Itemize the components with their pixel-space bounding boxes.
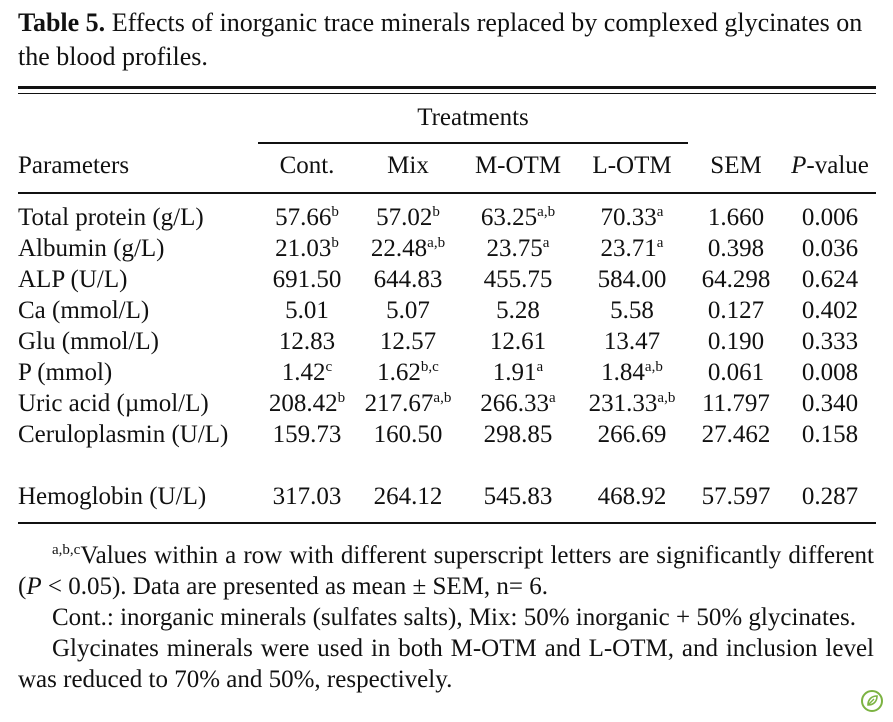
footnote-treatments: Cont.: inorganic minerals (sulfates salt… <box>52 604 857 631</box>
cell-mix: 264.12 <box>373 483 443 510</box>
cell-motm: 23.75a <box>486 235 550 262</box>
footnote-glycinates: Glycinates minerals were used in both M-… <box>18 635 874 693</box>
cell-lotm: 584.00 <box>597 266 667 293</box>
table-caption: Table 5. Effects of inorganic trace mine… <box>18 6 878 74</box>
bottom-rule <box>18 522 876 524</box>
top-rule-thin <box>18 93 876 94</box>
cell-mix: 12.57 <box>379 328 437 355</box>
footnote-significance: a,b,cValues within a row with different … <box>18 542 874 600</box>
cell-cont: 1.42c <box>281 359 333 386</box>
row-parameter: Glu (mmol/L) <box>18 328 159 355</box>
cell-p: 0.624 <box>801 266 859 293</box>
row-parameter: ALP (U/L) <box>18 266 128 293</box>
table-row: Total protein (g/L) 57.66b 57.02b 63.25a,b 7… <box>18 192 876 233</box>
cell-sem: 0.190 <box>707 328 765 355</box>
table-row: Uric acid (µmol/L) 208.42b 217.67a,b 266.33… <box>18 388 876 419</box>
cell-mix: 1.62b,c <box>377 359 439 386</box>
cell-lotm: 231.33a,b <box>588 390 676 417</box>
cell-p: 0.158 <box>801 421 859 448</box>
table-row: Ca (mmol/L) 5.01 5.07 5.28 5.58 0.127 0.402 <box>18 295 876 326</box>
table-row: P (mmol) 1.42c 1.62b,c 1.91a 1.84a,b 0.061 0.0… <box>18 357 876 388</box>
cell-p: 0.036 <box>801 235 859 262</box>
cell-cont: 691.50 <box>272 266 342 293</box>
cell-motm: 545.83 <box>483 483 553 510</box>
row-parameter: Hemoglobin (U/L) <box>18 483 207 510</box>
cell-motm: 5.28 <box>496 297 540 324</box>
cell-mix: 57.02b <box>376 204 440 231</box>
caption-label: Table 5. <box>18 8 106 37</box>
cell-lotm: 1.84a,b <box>601 359 663 386</box>
table-row: Glu (mmol/L) 12.83 12.57 12.61 13.47 0.190 0.3… <box>18 326 876 357</box>
row-parameter: Ceruloplasmin (U/L) <box>18 421 229 448</box>
cell-lotm: 23.71a <box>600 235 664 262</box>
cell-mix: 160.50 <box>373 421 443 448</box>
cell-lotm: 266.69 <box>597 421 667 448</box>
cell-motm: 266.33a <box>480 390 556 417</box>
caption-text: Effects of inorganic trace minerals repl… <box>18 8 863 71</box>
cell-cont: 12.83 <box>278 328 336 355</box>
cell-motm: 1.91a <box>492 359 544 386</box>
cell-sem: 57.597 <box>701 483 771 510</box>
cell-lotm: 13.47 <box>603 328 661 355</box>
cell-p: 0.287 <box>801 483 859 510</box>
table-row: Hemoglobin (U/L) 317.03 264.12 545.83 468.92… <box>18 481 876 512</box>
header-rule <box>18 192 876 194</box>
table-row: Ceruloplasmin (U/L) 159.73 160.50 298.85 266… <box>18 419 876 481</box>
cell-cont: 159.73 <box>272 421 342 448</box>
table-row: ALP (U/L) 691.50 644.83 455.75 584.00 64.298 0… <box>18 264 876 295</box>
top-rule-thick <box>18 86 876 89</box>
leaf-icon[interactable] <box>861 690 883 712</box>
cell-p: 0.333 <box>801 328 859 355</box>
cell-motm: 455.75 <box>483 266 553 293</box>
data-table: Treatments Parameters Cont. Mix M-OTM L-… <box>18 100 876 512</box>
cell-p: 0.008 <box>801 359 859 386</box>
cell-p: 0.006 <box>801 204 859 231</box>
cell-sem: 1.660 <box>707 204 765 231</box>
col-header-motm: M-OTM <box>474 152 562 179</box>
col-header-lotm: L-OTM <box>592 152 672 179</box>
cell-cont: 5.01 <box>285 297 329 324</box>
row-parameter: Albumin (g/L) <box>18 235 165 262</box>
cell-sem: 27.462 <box>701 421 771 448</box>
cell-lotm: 5.58 <box>610 297 654 324</box>
cell-p: 0.340 <box>801 390 859 417</box>
col-header-mix: Mix <box>387 152 429 179</box>
cell-cont: 57.66b <box>275 204 339 231</box>
cell-sem: 64.298 <box>701 266 771 293</box>
cell-lotm: 468.92 <box>597 483 667 510</box>
cell-sem: 0.127 <box>707 297 765 324</box>
cell-sem: 0.398 <box>707 235 765 262</box>
cell-sem: 11.797 <box>702 390 770 417</box>
cell-motm: 12.61 <box>489 328 547 355</box>
row-parameter: Uric acid (µmol/L) <box>18 390 209 417</box>
table-footnotes: a,b,cValues within a row with different … <box>18 540 874 695</box>
treatments-header: Treatments <box>417 104 529 131</box>
cell-motm: 63.25a,b <box>480 204 556 231</box>
cell-mix: 644.83 <box>373 266 443 293</box>
cell-sem: 0.061 <box>707 359 765 386</box>
table-row: Albumin (g/L) 21.03b 22.48a,b 23.75a 23.71a 0… <box>18 233 876 264</box>
col-header-parameters: Parameters <box>18 152 130 179</box>
cell-motm: 298.85 <box>483 421 553 448</box>
table-body: Total protein (g/L) 57.66b 57.02b 63.25a,b 7… <box>18 192 876 512</box>
cell-mix: 22.48a,b <box>370 235 446 262</box>
cell-mix: 217.67a,b <box>364 390 452 417</box>
cell-cont: 317.03 <box>272 483 342 510</box>
row-parameter: Ca (mmol/L) <box>18 297 150 324</box>
cell-cont: 208.42b <box>268 390 346 417</box>
col-header-cont: Cont. <box>279 152 335 179</box>
row-parameter: Total protein (g/L) <box>18 204 204 231</box>
col-header-sem: SEM <box>710 152 762 179</box>
cell-cont: 21.03b <box>275 235 339 262</box>
row-parameter: P (mmol) <box>18 359 113 386</box>
col-header-pvalue: P-value <box>791 152 869 179</box>
cell-lotm: 70.33a <box>600 204 664 231</box>
cell-p: 0.402 <box>801 297 859 324</box>
treatments-underline <box>258 142 688 144</box>
cell-mix: 5.07 <box>386 297 430 324</box>
